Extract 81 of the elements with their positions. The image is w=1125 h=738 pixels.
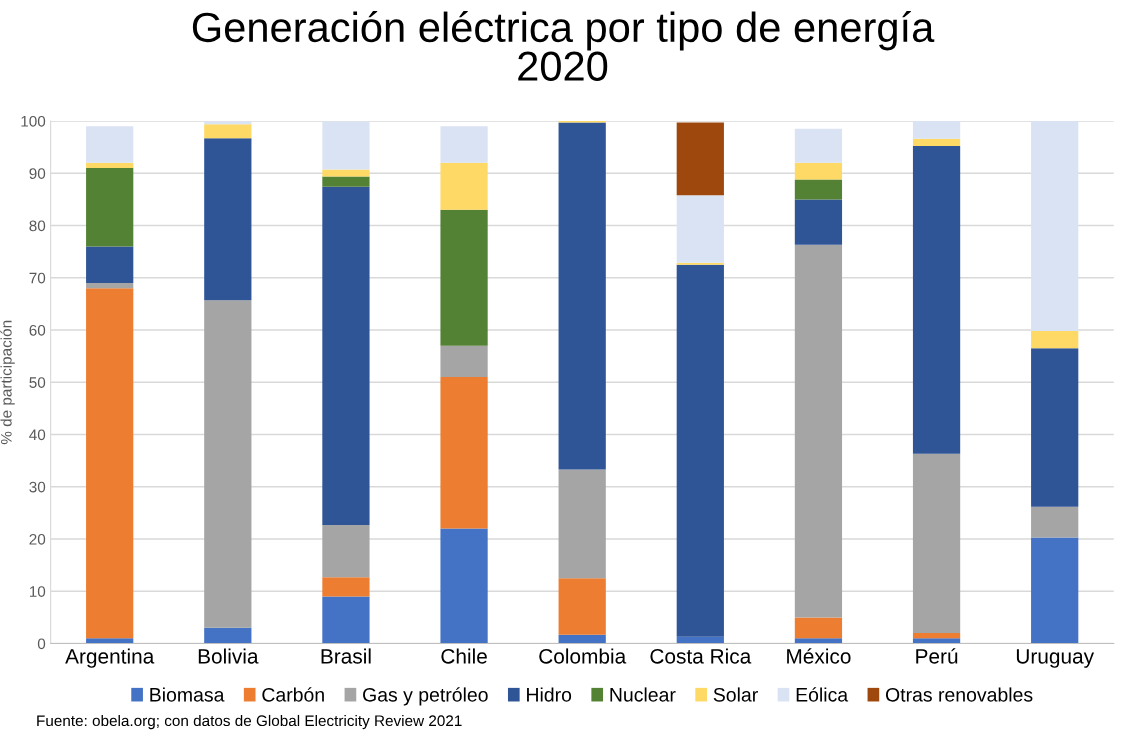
x-tick-label: Perú [916,648,958,664]
bar [676,264,724,637]
bar [912,638,961,644]
bar [912,633,961,639]
bar [204,124,252,139]
bar [86,162,134,169]
x-tick-label: Costa Rica [650,648,752,664]
bar [676,122,724,196]
bar [794,162,843,180]
bar [1031,537,1079,644]
bar [440,209,488,346]
bar [86,126,134,163]
x-tick-label: Argentina [65,648,155,668]
x-tick-label: Brasil [321,648,371,664]
y-tick-label: 70 [29,272,46,284]
bar [794,638,843,644]
bar [912,121,961,139]
y-tick-label: 40 [29,429,46,441]
bar [86,288,134,639]
y-tick-label: 10 [29,586,46,597]
y-tick-label: 0 [37,638,46,650]
bar [1031,121,1079,332]
legend-label: Otras renovables [885,687,1033,702]
y-tick-label: 20 [29,533,46,545]
bar [794,617,843,639]
bar [86,638,134,644]
bar [676,195,724,263]
legend-label: Eólica [796,687,849,702]
y-tick-label: 100 [21,115,46,127]
bar [794,128,843,163]
bar [440,345,488,378]
y-tick-label: 80 [29,220,46,232]
bar [558,122,606,470]
bar [322,186,370,525]
bar [204,138,252,301]
bar [86,246,134,284]
bar [912,453,961,634]
y-tick-label: 90 [29,168,46,179]
bar [322,577,370,597]
bar [204,300,252,628]
x-tick-label: Chile [441,648,487,664]
bar [322,524,370,578]
bar [794,179,843,200]
source-note: Fuente: obela.org; con datos de Global Electricity Review 2021 [37,714,462,730]
bar [440,528,488,644]
bar [794,199,843,245]
y-axis-title: % de participación [0,320,15,445]
bar [1031,331,1079,349]
bar [912,138,961,147]
legend-label: Gas y petróleo [363,687,488,706]
bar [440,377,488,529]
legend-label: Nuclear [610,687,676,702]
x-tick-label: Colombia [539,648,627,664]
legend-label: Hidro [527,687,572,702]
bar [322,121,370,170]
bar [86,168,134,247]
bar [440,126,488,163]
chart-title: Generación eléctrica por tipo de energía 2020 [192,11,935,81]
legend-label: Carbón [262,687,324,702]
legend-label: Solar [713,687,758,702]
bar [322,596,370,644]
legend-label: Biomasa [150,687,225,702]
bar [322,176,370,187]
x-tick-label: Bolivia [198,648,259,664]
bar [322,169,370,177]
bar [558,578,606,635]
x-tick-label: México [787,648,851,664]
bar [558,469,606,579]
bar [1031,506,1079,538]
y-tick-label: 50 [29,377,46,388]
bar [676,262,724,265]
bar [794,244,843,618]
bar [86,283,134,289]
y-tick-label: 30 [29,481,46,493]
bar [440,162,488,210]
x-tick-label: Uruguay [1016,649,1095,668]
bar [1031,348,1079,507]
bar [204,627,252,644]
bar [912,146,961,454]
y-tick-label: 60 [29,324,46,336]
bar [558,634,606,644]
